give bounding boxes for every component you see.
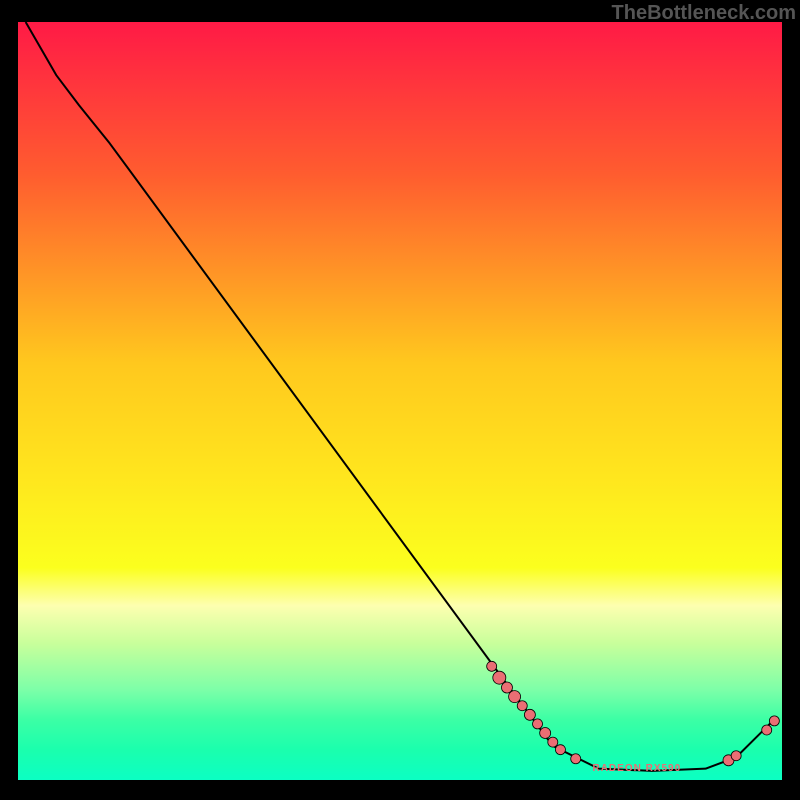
data-marker: [533, 719, 543, 729]
data-marker: [517, 701, 527, 711]
source-label: TheBottleneck.com: [608, 0, 800, 27]
data-marker: [524, 709, 535, 720]
data-marker: [769, 716, 779, 726]
data-marker: [493, 671, 506, 684]
data-marker: [571, 754, 581, 764]
data-marker: [555, 745, 565, 755]
data-marker: [731, 751, 741, 761]
data-marker: [509, 691, 521, 703]
plot-area: RADEON RX590: [18, 22, 782, 780]
data-marker: [540, 728, 551, 739]
data-marker: [487, 661, 497, 671]
chart-container: RADEON RX590 TheBottleneck.com: [0, 0, 800, 800]
data-marker: [501, 682, 512, 693]
data-marker: [762, 725, 772, 735]
data-marker: [548, 737, 558, 747]
gradient-background: [18, 22, 782, 780]
bottom-band-label: RADEON RX590: [592, 763, 681, 774]
